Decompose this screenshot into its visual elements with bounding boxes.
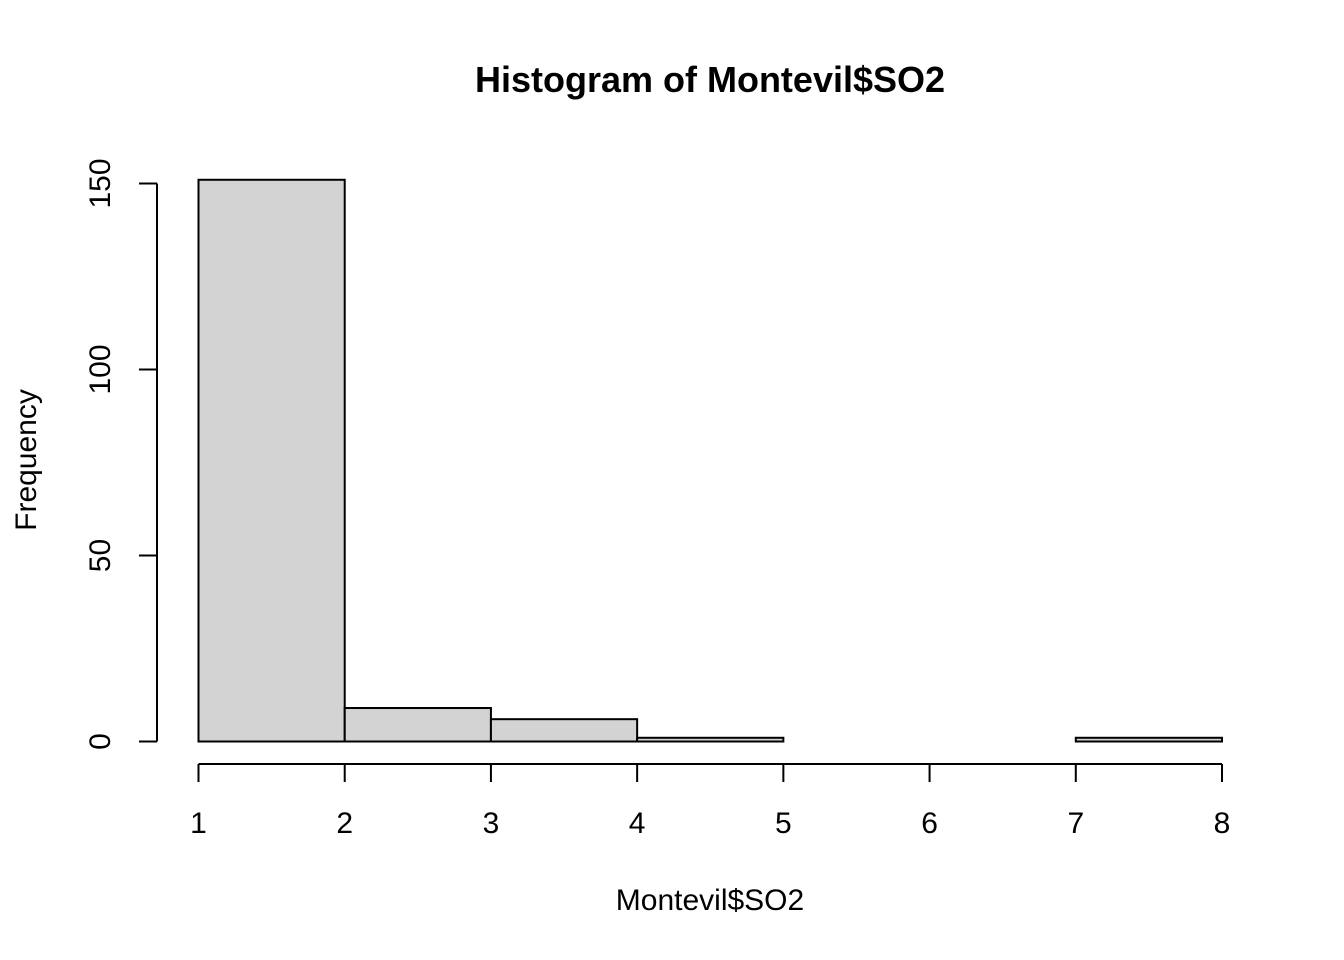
y-tick-label: 100 [84,344,117,394]
x-tick-label: 4 [629,807,646,840]
y-tick-label: 0 [84,733,117,750]
histogram-bar [489,718,639,743]
histogram-bar [197,178,346,743]
x-axis: 1 2 3 4 5 6 7 8 [190,763,1231,840]
y-axis-label: Frequency [10,389,43,531]
y-tick-label: 50 [84,539,117,572]
histogram-bar [636,736,785,743]
chart-title: Histogram of Montevil$SO2 [475,59,945,100]
histogram-bar [343,707,492,743]
x-tick-label: 2 [336,807,353,840]
x-tick-label: 5 [775,807,792,840]
x-tick-label: 3 [483,807,500,840]
x-tick-label: 7 [1067,807,1084,840]
histogram-bar [1074,736,1224,743]
y-tick-label: 150 [84,158,117,208]
bars-group [197,178,1224,743]
x-tick-label: 6 [921,807,938,840]
x-tick-label: 1 [190,807,207,840]
x-axis-label: Montevil$SO2 [616,884,804,917]
y-axis: 0 50 100 150 [84,158,158,750]
x-tick-label: 8 [1214,807,1231,840]
